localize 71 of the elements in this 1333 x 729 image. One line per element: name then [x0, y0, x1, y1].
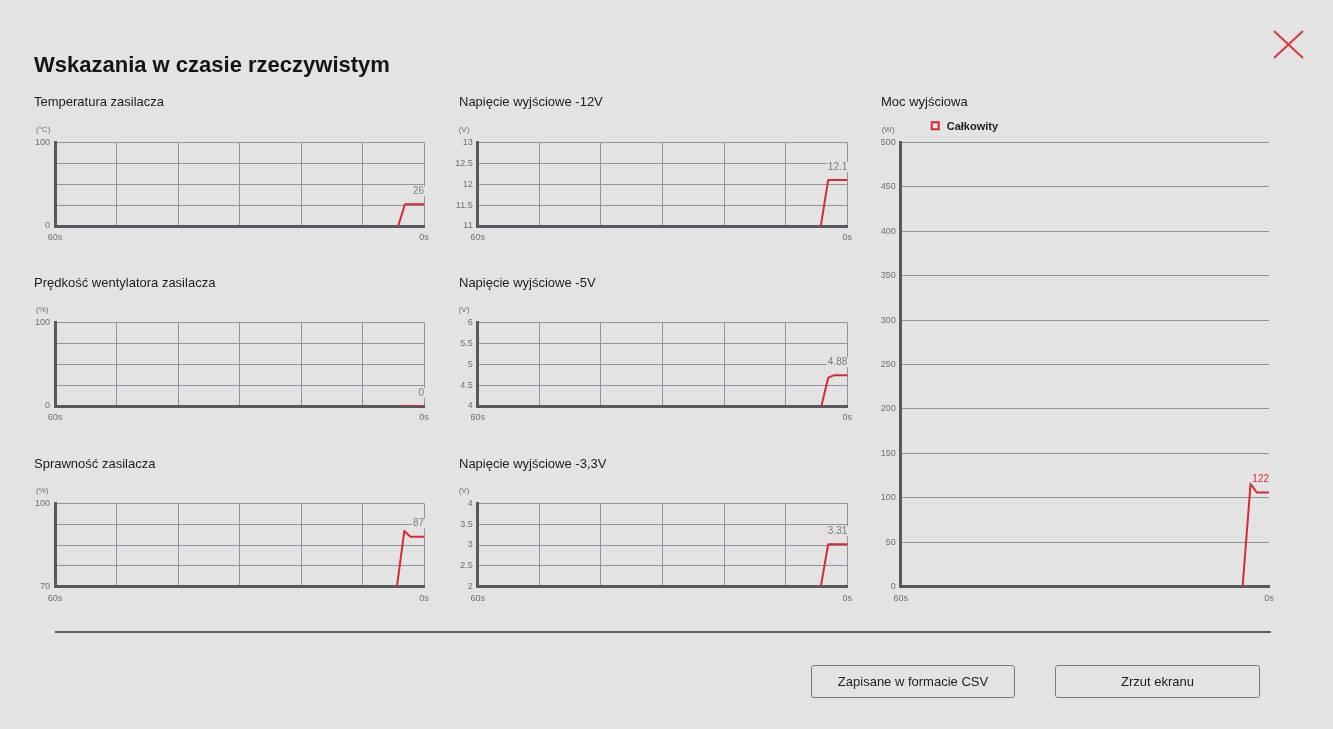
chart-title: Napięcie wyjściowe -5V: [459, 274, 596, 290]
y-tick-label: 2.5: [460, 560, 473, 571]
y-axis-title: (V): [458, 485, 470, 495]
annotation: 87: [412, 517, 425, 529]
annotation: 3.31: [827, 524, 848, 536]
y-tick-label: 50: [885, 536, 896, 547]
chart-title: Temperatura zasilacza: [34, 93, 165, 109]
y-tick-label: 100: [880, 492, 896, 503]
y-tick-label: 6: [467, 317, 473, 328]
y-tick-label: 250: [880, 358, 896, 369]
x-tick-label: 60s: [470, 592, 486, 603]
y-axis-title: (°C): [36, 124, 51, 134]
annotation: 26: [412, 184, 425, 196]
y-axis-title: (V): [458, 124, 470, 134]
annotation: 12.1: [827, 160, 848, 172]
x-tick-label: 0s: [419, 411, 430, 422]
legend-label: Całkowity: [946, 119, 999, 132]
y-tick-label: 100: [34, 136, 50, 147]
annotation: 0: [418, 386, 425, 398]
chart-title: Napięcie wyjściowe -3,3V: [459, 455, 607, 471]
y-tick-label: 3: [467, 539, 473, 550]
x-tick-label: 60s: [470, 411, 486, 422]
x-tick-label: 0s: [842, 592, 853, 603]
y-tick-label: 450: [880, 181, 896, 192]
y-tick-label: 12.5: [455, 157, 473, 168]
text: Zapisane w formacie CSV: [837, 674, 989, 689]
y-tick-label: 13: [462, 136, 473, 147]
chart-title: Prędkość wentylatora zasilacza: [34, 274, 217, 290]
text: Zrzut ekranu: [1121, 674, 1194, 689]
y-tick-label: 100: [34, 497, 50, 508]
x-tick-label: 60s: [470, 231, 486, 242]
y-tick-label: 4: [467, 400, 473, 411]
y-tick-label: 12: [462, 178, 473, 189]
x-tick-label: 60s: [47, 411, 63, 422]
y-tick-label: 350: [880, 270, 896, 281]
y-tick-label: 300: [880, 314, 896, 325]
x-tick-label: 0s: [842, 411, 853, 422]
x-tick-label: 60s: [47, 231, 63, 242]
text: Wskazania w czasie rzeczywistym: [34, 51, 390, 78]
annotation: 4.88: [827, 355, 848, 367]
y-tick-label: 5.5: [460, 338, 473, 349]
x-tick-label: 0s: [842, 231, 853, 242]
chart-title: Moc wyjściowa: [881, 93, 969, 109]
y-tick-label: 11.5: [455, 199, 473, 210]
y-axis-title: (V): [458, 304, 470, 314]
y-tick-label: 100: [34, 317, 50, 328]
y-tick-label: 0: [44, 400, 50, 411]
x-tick-label: 60s: [47, 592, 63, 603]
x-tick-label: 0s: [1264, 592, 1275, 603]
y-tick-label: 11: [463, 220, 473, 231]
y-axis-title: (W): [881, 124, 895, 134]
y-tick-label: 5: [467, 358, 473, 369]
y-tick-label: 4.5: [460, 379, 473, 390]
y-tick-label: 0: [44, 220, 50, 231]
annotation: 122: [1252, 473, 1270, 485]
y-tick-label: 4: [467, 497, 473, 508]
y-tick-label: 200: [880, 403, 896, 414]
y-axis-title: (%): [36, 485, 49, 495]
chart-title: Sprawność zasilacza: [34, 455, 157, 471]
x-tick-label: 0s: [419, 592, 430, 603]
y-axis-title: (%): [36, 304, 49, 314]
chart-title: Napięcie wyjściowe -12V: [459, 93, 604, 109]
y-tick-label: 2: [467, 581, 473, 592]
x-tick-label: 0s: [419, 231, 430, 242]
y-tick-label: 0: [890, 581, 896, 592]
y-tick-label: 150: [880, 447, 896, 458]
y-tick-label: 70: [39, 581, 50, 592]
y-tick-label: 400: [880, 225, 896, 236]
y-tick-label: 3.5: [460, 518, 473, 529]
x-tick-label: 60s: [893, 592, 909, 603]
y-tick-label: 500: [880, 136, 896, 147]
